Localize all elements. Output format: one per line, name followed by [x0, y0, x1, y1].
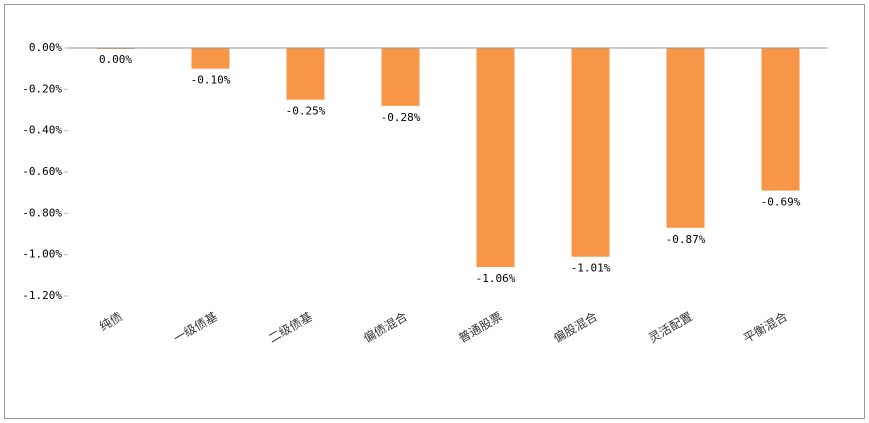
y-tick-label: -0.80% [22, 206, 62, 219]
bar [571, 48, 610, 257]
chart-border [4, 4, 865, 419]
data-label: -0.28% [381, 111, 421, 124]
data-label: -0.25% [286, 105, 326, 118]
bar [476, 48, 515, 268]
y-tick-label: -1.20% [22, 289, 62, 302]
bar [761, 48, 800, 191]
bar [381, 48, 420, 106]
data-label: -1.01% [571, 262, 611, 275]
bar [286, 48, 325, 100]
data-label: -1.06% [476, 272, 516, 285]
y-tick-label: -0.20% [22, 82, 62, 95]
bar [666, 48, 705, 228]
data-label: -0.69% [761, 196, 801, 209]
data-label: 0.00% [99, 53, 132, 66]
y-tick-label: 0.00% [29, 41, 62, 54]
y-tick-label: -0.60% [22, 165, 62, 178]
data-label: -0.10% [191, 74, 231, 87]
data-label: -0.87% [666, 233, 706, 246]
bar [191, 48, 230, 69]
y-tick-label: -1.00% [22, 248, 62, 261]
y-tick-label: -0.40% [22, 124, 62, 137]
